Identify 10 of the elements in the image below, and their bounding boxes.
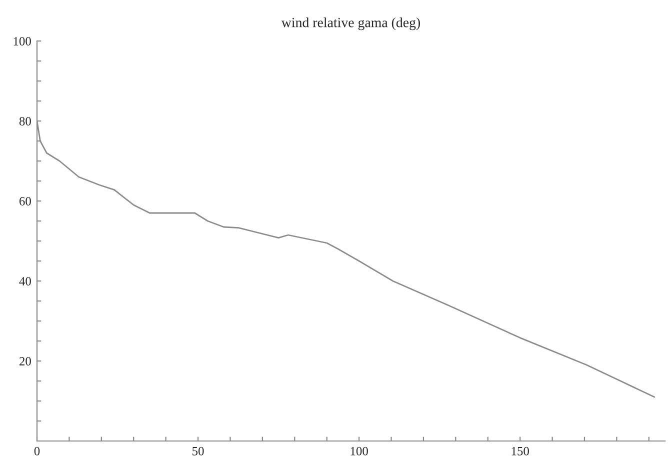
x-tick-label: 100 bbox=[350, 446, 368, 456]
x-tick-label: 150 bbox=[512, 446, 529, 456]
y-tick-label: 60 bbox=[19, 197, 31, 206]
chart-title: wind relative gama (deg) bbox=[281, 17, 420, 30]
y-tick-label: 100 bbox=[14, 37, 31, 46]
x-tick-label: 50 bbox=[192, 446, 204, 456]
y-tick-label: 20 bbox=[19, 357, 31, 366]
y-tick-label: 80 bbox=[19, 117, 31, 126]
y-tick-label: 40 bbox=[19, 277, 31, 286]
x-tick-label: 0 bbox=[34, 446, 40, 456]
